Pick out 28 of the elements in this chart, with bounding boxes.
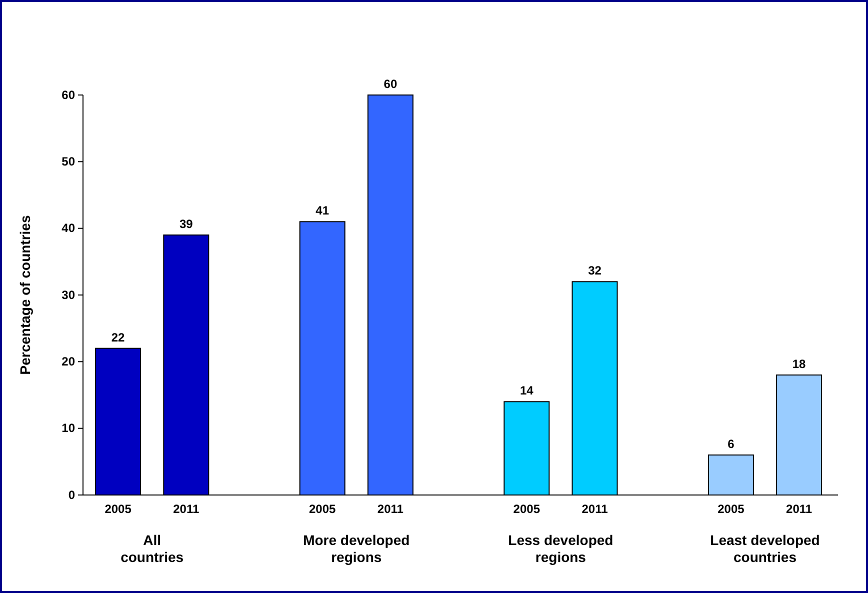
data-label: 32 — [588, 264, 602, 278]
x-tick-label: 2005 — [309, 502, 336, 516]
text: More developed regions — [303, 532, 410, 565]
data-label: 22 — [111, 330, 126, 344]
data-label: 6 — [728, 437, 735, 451]
data-label: 60 — [384, 77, 398, 91]
data-label: 39 — [179, 217, 194, 231]
data-label: 14 — [520, 384, 534, 398]
data-label: 41 — [316, 204, 330, 218]
y-tick-label: 20 — [62, 354, 76, 369]
y-tick-label: 40 — [62, 221, 76, 236]
y-axis-title: Percentage of countries — [17, 215, 33, 375]
y-tick-label: 0 — [68, 488, 76, 502]
text: Less developed regions — [508, 532, 614, 565]
text: All countries — [120, 532, 184, 565]
text: Least developed countries — [710, 532, 820, 565]
x-tick-label: 2011 — [377, 502, 404, 516]
y-tick-label: 30 — [62, 288, 76, 302]
x-tick-label: 2005 — [513, 502, 540, 516]
x-tick-label: 2011 — [173, 502, 200, 516]
data-label: 18 — [792, 357, 806, 371]
y-tick-label: 10 — [62, 421, 76, 436]
x-tick-label: 2011 — [786, 502, 812, 516]
x-tick-label: 2005 — [718, 502, 745, 516]
y-tick-label: 50 — [62, 154, 76, 169]
y-tick-label: 60 — [62, 88, 76, 102]
x-tick-label: 2005 — [104, 502, 132, 516]
x-tick-label: 2011 — [582, 502, 608, 516]
